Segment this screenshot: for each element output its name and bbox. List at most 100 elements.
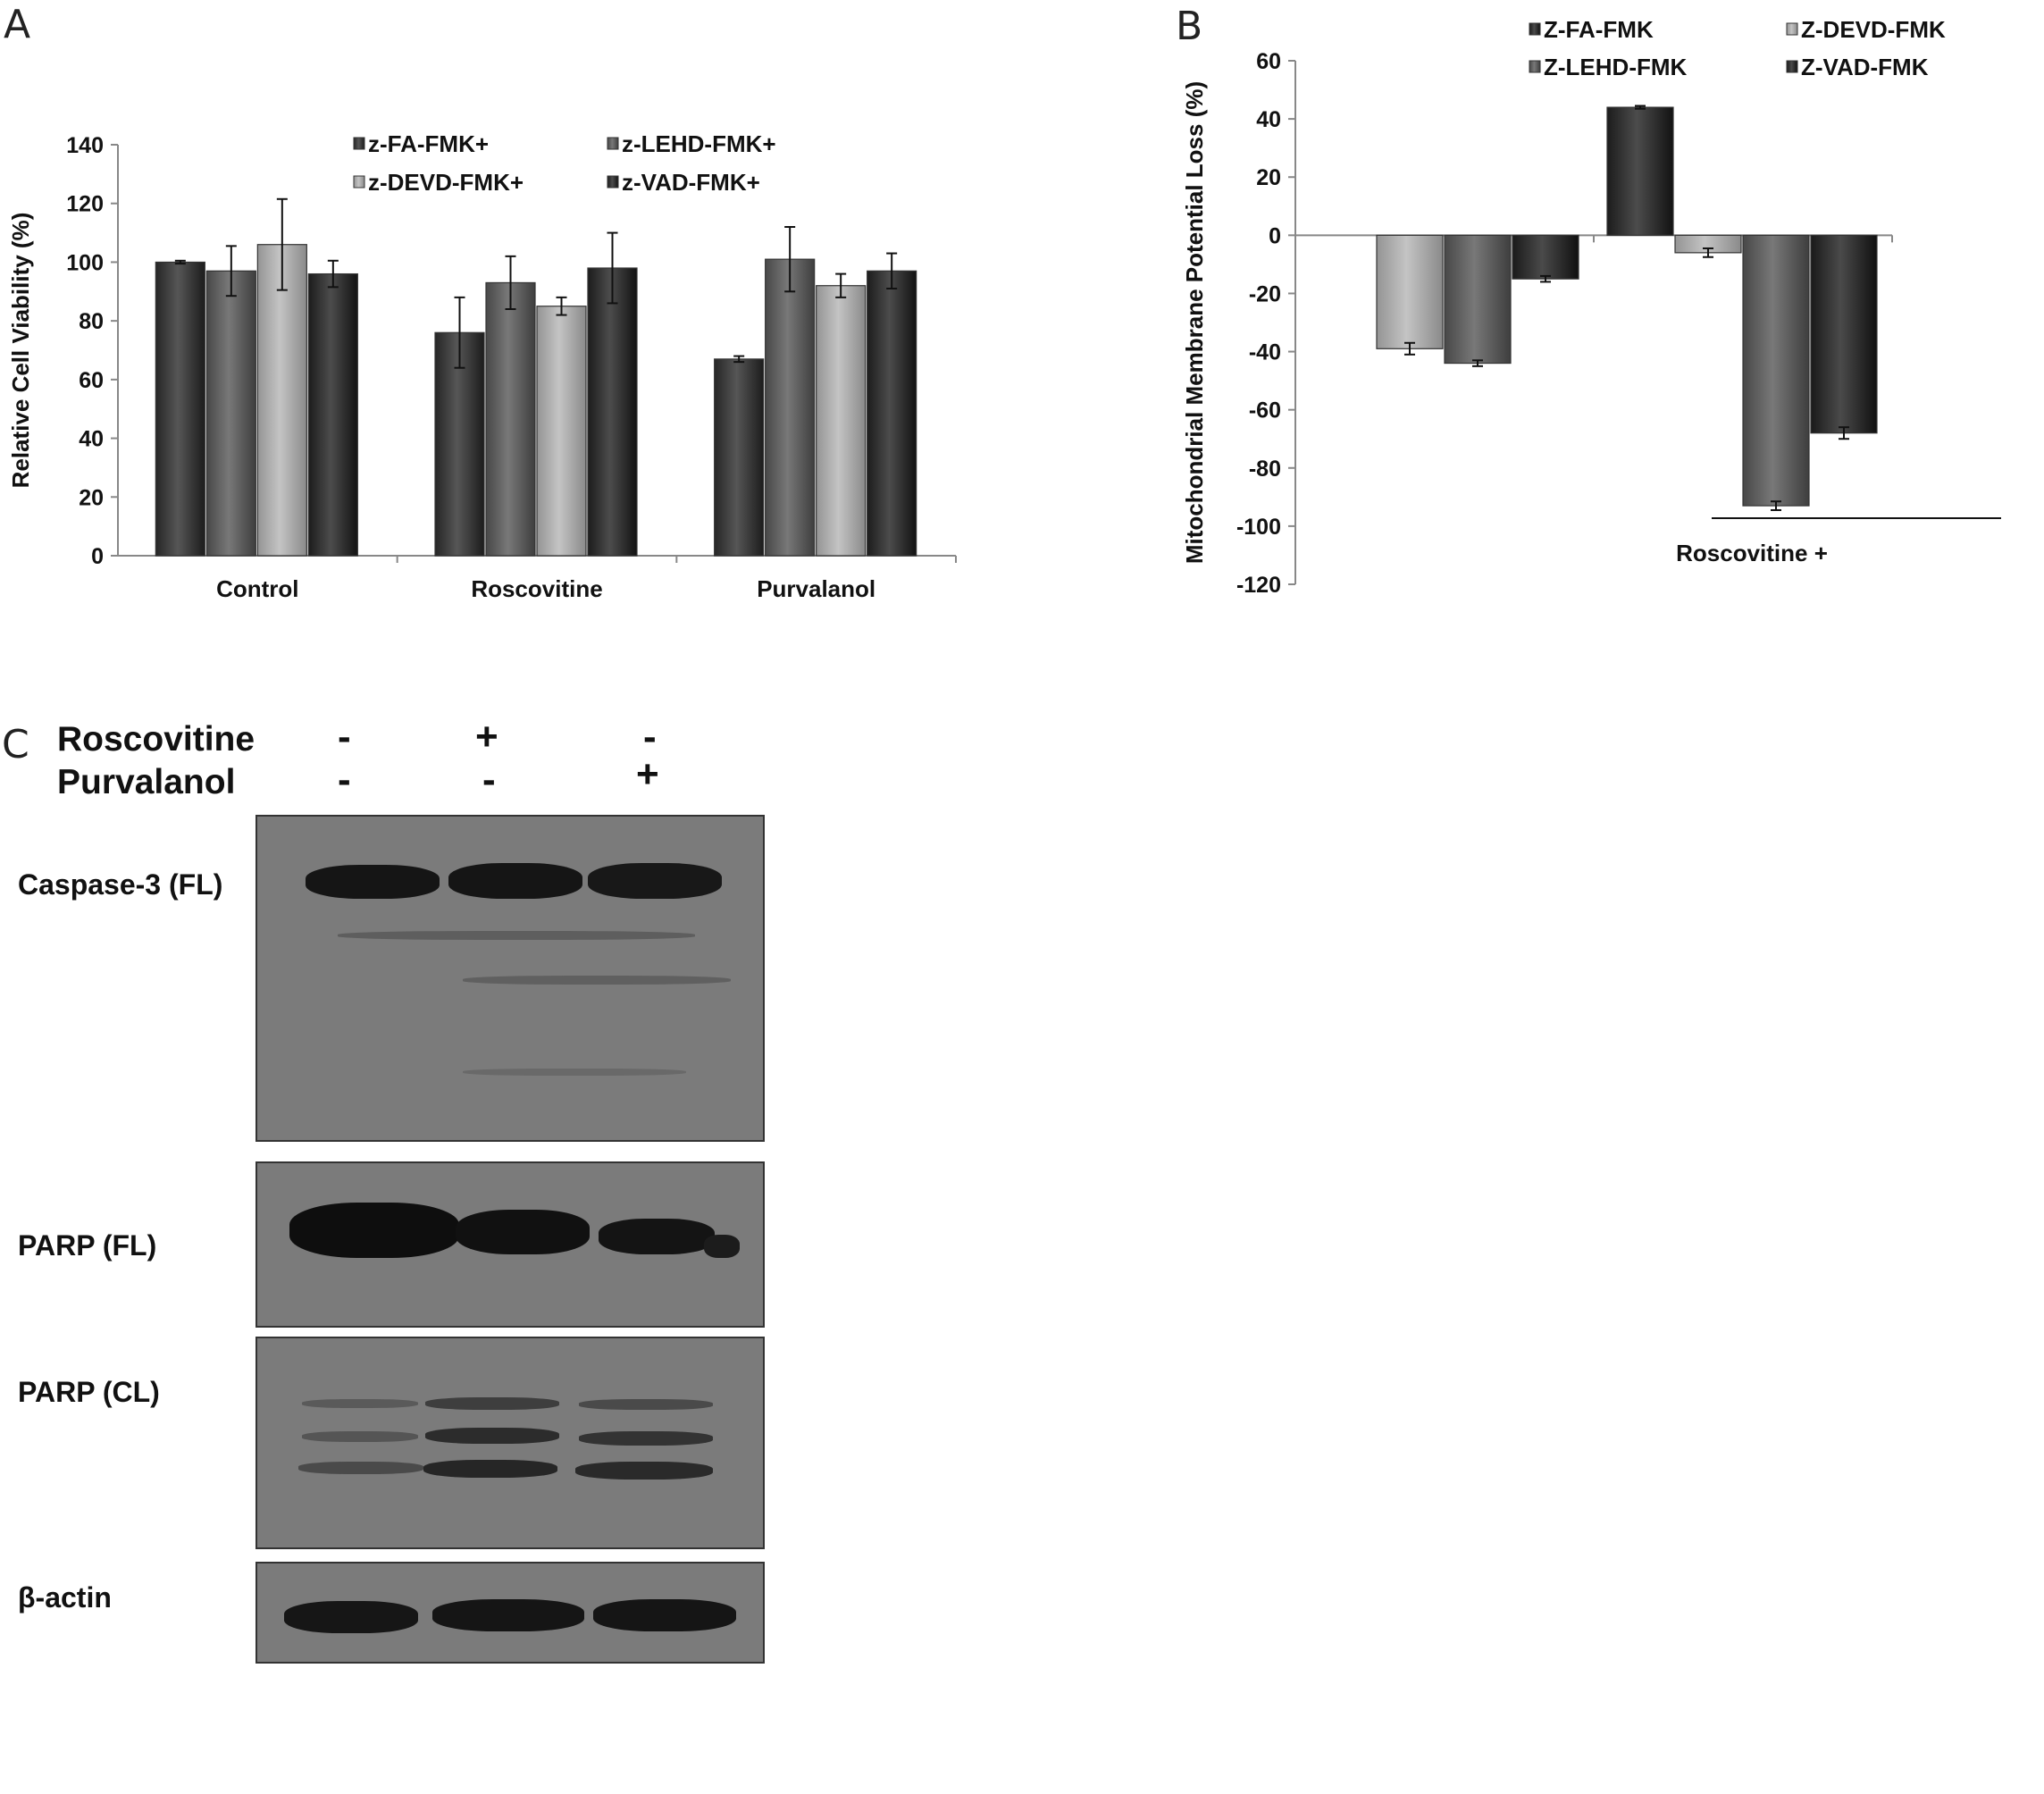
faint-band-caspase3-b bbox=[463, 976, 731, 985]
legend-swatch bbox=[1786, 60, 1798, 73]
treatment-label-roscovitine: Roscovitine bbox=[57, 720, 256, 759]
panel-label-c: C bbox=[2, 722, 29, 767]
legend-label: z-LEHD-FMK+ bbox=[622, 130, 776, 157]
band-parp-cl-lane2-low bbox=[423, 1460, 557, 1478]
band-parp-cl-lane3-low bbox=[575, 1462, 713, 1480]
bar-z-devd-fmk--1 bbox=[536, 306, 587, 557]
legend-label: Z-VAD-FMK bbox=[1801, 54, 1929, 80]
bar-z-fa-fmk-1 bbox=[1606, 106, 1674, 236]
band-parp-fl-lane3 bbox=[599, 1219, 715, 1254]
band-parp-cl-lane3-top bbox=[579, 1399, 713, 1410]
treatment-label-purvalanol: Purvalanol bbox=[57, 763, 236, 801]
y-tick-label: 60 bbox=[1256, 49, 1281, 74]
y-tick-label: -80 bbox=[1249, 457, 1281, 482]
bar-z-devd-fmk--2 bbox=[816, 285, 867, 557]
blot-label-beta-actin: β-actin bbox=[18, 1581, 112, 1614]
band-actin-lane1 bbox=[284, 1601, 418, 1633]
band-parp-cl-lane2-top bbox=[425, 1397, 559, 1410]
sign-roscovitine-lane2: + bbox=[475, 715, 498, 759]
y-tick-label: 40 bbox=[1256, 107, 1281, 132]
band-parp-fl-lane2 bbox=[456, 1210, 590, 1254]
legend-label: Z-LEHD-FMK bbox=[1544, 54, 1688, 80]
y-tick-label: -40 bbox=[1249, 340, 1281, 365]
bar-z-lehd-fmk-1 bbox=[1742, 234, 1810, 507]
band-caspase3-lane2 bbox=[448, 863, 582, 899]
band-parp-cl-lane3-mid bbox=[579, 1431, 713, 1446]
sign-purvalanol-lane1: - bbox=[338, 758, 351, 801]
band-caspase3-lane1 bbox=[306, 865, 440, 899]
bar-z-vad-fmk--2 bbox=[867, 270, 917, 557]
cell-viability-bar-chart: 0 20 40 60 80 100 120 140 Relative Cell Viabilit… bbox=[7, 130, 957, 602]
bar-z-lehd-fmk-0 bbox=[1444, 234, 1512, 365]
bar-z-devd-fmk--0 bbox=[256, 244, 307, 557]
y-tick-label: -60 bbox=[1249, 398, 1281, 423]
y-tick-label: 100 bbox=[66, 250, 104, 275]
band-parp-cl-lane1-top bbox=[302, 1399, 418, 1408]
bar-z-fa-fmk--0 bbox=[155, 261, 205, 557]
sign-purvalanol-lane3: + bbox=[636, 752, 659, 796]
bar-z-lehd-fmk--1 bbox=[485, 281, 536, 557]
y-tick-label: -100 bbox=[1236, 515, 1281, 540]
membrane-potential-bar-chart: -120 -100 -80 -60 -40 -20 0 20 40 60 Mitochondrial… bbox=[1181, 16, 2001, 598]
legend-swatch bbox=[1786, 22, 1798, 36]
bar-z-vad-fmk--1 bbox=[587, 267, 638, 557]
band-actin-lane2 bbox=[432, 1599, 584, 1631]
legend-swatch bbox=[1529, 60, 1541, 73]
panel-label-a: A bbox=[4, 2, 31, 47]
legend-swatch bbox=[607, 137, 619, 150]
band-parp-fl-lane1 bbox=[289, 1203, 459, 1258]
legend-swatch bbox=[353, 175, 365, 189]
blot-parp-fl bbox=[256, 1161, 765, 1328]
panel-label-b: B bbox=[1176, 4, 1203, 49]
legend-swatch bbox=[1529, 22, 1541, 36]
legend-label: z-FA-FMK+ bbox=[368, 130, 489, 157]
y-tick-label: 120 bbox=[66, 192, 104, 217]
legend-swatch bbox=[607, 175, 619, 189]
category-label: Roscovitine + bbox=[1676, 540, 1828, 566]
blot-beta-actin bbox=[256, 1562, 765, 1664]
band-parp-cl-lane1-low bbox=[298, 1462, 423, 1474]
western-blot-panel: Roscovitine Purvalanol - + - - - + Caspa… bbox=[0, 697, 804, 1680]
y-tick-label: -120 bbox=[1236, 573, 1281, 598]
y-axis-title: Relative Cell Viability (%) bbox=[7, 213, 34, 489]
bar-z-lehd-fmk--2 bbox=[765, 258, 816, 557]
bar-z-vad-fmk-0 bbox=[1512, 234, 1579, 280]
bar-z-lehd-fmk--0 bbox=[205, 270, 256, 557]
category-label: Roscovitine bbox=[471, 575, 602, 602]
blot-label-caspase3-fl: Caspase-3 (FL) bbox=[18, 868, 223, 901]
legend-label: z-VAD-FMK+ bbox=[622, 169, 760, 196]
bar-z-vad-fmk--0 bbox=[307, 272, 358, 557]
band-parp-cl-lane1-mid bbox=[302, 1431, 418, 1442]
bar-z-vad-fmk-1 bbox=[1810, 234, 1878, 434]
faint-band-caspase3-c bbox=[463, 1069, 686, 1076]
blot-parp-cl bbox=[256, 1337, 765, 1549]
y-tick-label: 40 bbox=[79, 427, 104, 452]
legend-label: Z-DEVD-FMK bbox=[1801, 16, 1946, 43]
blot-caspase3 bbox=[256, 815, 765, 1142]
legend-swatch bbox=[353, 137, 365, 150]
band-parp-cl-lane2-mid bbox=[425, 1428, 559, 1444]
band-actin-lane3 bbox=[593, 1599, 736, 1631]
sign-purvalanol-lane2: - bbox=[482, 758, 496, 801]
bar-z-fa-fmk--1 bbox=[434, 331, 485, 557]
blot-label-parp-cl: PARP (CL) bbox=[18, 1376, 160, 1408]
y-tick-label: 140 bbox=[66, 133, 104, 158]
sign-roscovitine-lane1: - bbox=[338, 715, 351, 759]
y-tick-label: 80 bbox=[79, 309, 104, 334]
sign-roscovitine-lane3: - bbox=[643, 715, 657, 759]
category-label: Purvalanol bbox=[757, 575, 875, 602]
faint-band-caspase3-a bbox=[338, 931, 695, 940]
y-tick-label: 20 bbox=[79, 485, 104, 510]
band-caspase3-lane3 bbox=[588, 863, 722, 899]
legend-label: Z-FA-FMK bbox=[1544, 16, 1654, 43]
blot-label-parp-fl: PARP (FL) bbox=[18, 1229, 157, 1262]
bar-z-devd-fmk-0 bbox=[1376, 234, 1444, 349]
y-tick-label: 60 bbox=[79, 368, 104, 393]
y-tick-label: 0 bbox=[91, 544, 104, 569]
bar-z-fa-fmk--2 bbox=[714, 358, 765, 557]
category-label: Control bbox=[216, 575, 298, 602]
y-tick-label: 0 bbox=[1269, 223, 1281, 248]
y-tick-label: -20 bbox=[1249, 281, 1281, 306]
y-axis-title: Mitochondrial Membrane Potential Loss (%… bbox=[1181, 81, 1208, 564]
band-parp-fl-tail bbox=[704, 1235, 740, 1258]
